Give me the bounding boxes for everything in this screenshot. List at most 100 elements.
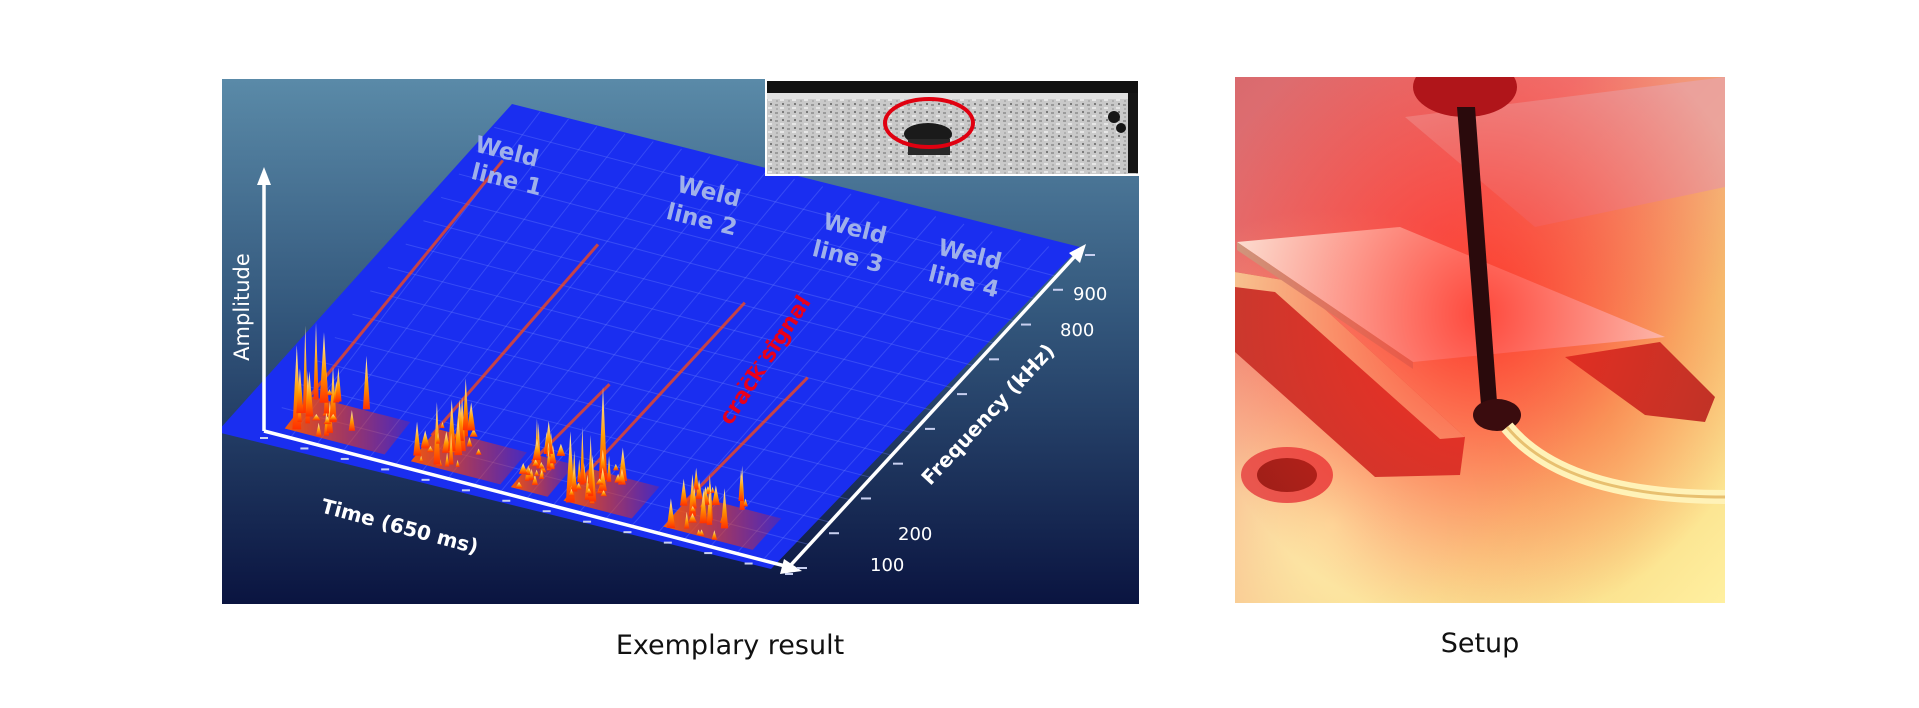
grid-line bbox=[342, 126, 598, 452]
time-tick bbox=[421, 478, 430, 481]
signal-spike bbox=[455, 459, 460, 467]
time-tick bbox=[502, 499, 511, 502]
signal-spike bbox=[711, 530, 718, 540]
frequency-axis-arrow bbox=[1069, 244, 1086, 263]
signal-group bbox=[284, 159, 809, 550]
signal-spike bbox=[549, 445, 557, 464]
signal-spike bbox=[599, 449, 607, 473]
signal-spike bbox=[469, 428, 478, 437]
grid-line bbox=[423, 220, 975, 367]
signal-spike bbox=[348, 410, 356, 431]
signal-spike bbox=[612, 463, 619, 471]
inset-top-band bbox=[767, 81, 1138, 93]
signal-spike bbox=[570, 465, 578, 492]
signal-spike bbox=[329, 367, 337, 423]
signal-spike bbox=[679, 478, 688, 506]
signal-spike bbox=[538, 462, 545, 469]
signal-spike bbox=[444, 452, 450, 467]
signal-spike bbox=[575, 482, 582, 490]
signal-spike bbox=[462, 378, 469, 431]
signal-spike bbox=[598, 467, 607, 491]
signal-spike bbox=[600, 490, 607, 497]
caption-exemplary-result: Exemplary result bbox=[615, 630, 845, 661]
signal-spike bbox=[531, 474, 538, 486]
signal-spike bbox=[577, 459, 582, 483]
frequency-tick-mark bbox=[989, 358, 999, 361]
signal-ridge bbox=[684, 376, 809, 503]
inset-dot-1 bbox=[1108, 111, 1120, 123]
signal-spike bbox=[335, 367, 342, 402]
signal-spike bbox=[710, 486, 715, 493]
time-tick bbox=[583, 520, 592, 523]
grid-line bbox=[476, 150, 1036, 300]
tiny-ticks bbox=[260, 254, 1095, 575]
frequency-tick-mark bbox=[1085, 254, 1095, 256]
grid-line bbox=[499, 171, 767, 493]
signal-spike bbox=[475, 448, 482, 455]
signal-spike bbox=[328, 413, 338, 421]
signal-spike bbox=[618, 447, 628, 482]
signal-spike bbox=[684, 511, 690, 529]
signal-spike bbox=[556, 443, 566, 456]
signal-spike bbox=[319, 332, 329, 403]
frequency-tick-100: 100 bbox=[870, 555, 904, 576]
grid-line bbox=[317, 360, 851, 501]
grid-line bbox=[441, 196, 995, 344]
spectrogram-figure: Amplitude Time (650 ms) Frequency (kHz) … bbox=[222, 79, 1139, 604]
time-tick bbox=[381, 468, 390, 471]
grid-line bbox=[604, 201, 880, 520]
grid-line bbox=[316, 118, 569, 445]
inset-image bbox=[765, 79, 1139, 176]
signal-spike bbox=[546, 449, 551, 469]
signal-spike bbox=[688, 513, 697, 523]
signal-spike bbox=[326, 389, 333, 396]
signal-spike bbox=[693, 467, 699, 490]
grid-line bbox=[762, 246, 1050, 561]
frequency-tick-mark bbox=[797, 567, 807, 569]
signal-spike bbox=[698, 529, 705, 536]
signal-spike bbox=[568, 488, 575, 497]
time-tick bbox=[663, 541, 672, 544]
grid-line bbox=[683, 223, 965, 541]
grid-line bbox=[473, 163, 739, 486]
signal-ridge bbox=[303, 159, 504, 404]
signal-spike bbox=[585, 488, 593, 495]
signal-spike bbox=[689, 505, 697, 513]
signal-spike bbox=[531, 459, 540, 467]
signal-spike bbox=[518, 463, 528, 474]
signal-spike bbox=[515, 481, 523, 488]
signal-spike bbox=[323, 416, 332, 425]
signal-spike bbox=[695, 479, 703, 499]
frequency-axis-line bbox=[787, 252, 1079, 569]
signal-spike bbox=[433, 401, 441, 465]
signal-spike bbox=[532, 438, 542, 461]
signal-spike bbox=[466, 437, 473, 447]
frequency-tick-200: 200 bbox=[898, 524, 932, 545]
signal-spike bbox=[529, 468, 535, 480]
signal-spike bbox=[296, 368, 304, 414]
signal-spike bbox=[440, 421, 445, 429]
inset-top-edge bbox=[767, 93, 1138, 99]
inset-defect-circle bbox=[883, 97, 975, 149]
signal-spike bbox=[538, 470, 545, 480]
signal-spike bbox=[467, 402, 476, 431]
grid-line bbox=[447, 156, 711, 479]
signal-spike bbox=[614, 473, 622, 483]
time-tick bbox=[542, 510, 551, 513]
amplitude-axis-arrow bbox=[257, 167, 271, 185]
signal-spike bbox=[699, 488, 708, 524]
grid-line bbox=[736, 238, 1021, 554]
signal-spike bbox=[534, 469, 539, 476]
signal-spike bbox=[588, 434, 594, 497]
spectrogram-svg: Amplitude Time (650 ms) Frequency (kHz) … bbox=[222, 79, 1139, 604]
setup-svg bbox=[1235, 77, 1725, 603]
grid-line bbox=[657, 216, 937, 534]
inset-dot-2 bbox=[1116, 123, 1126, 133]
signal-spike bbox=[598, 386, 608, 480]
grid-line bbox=[631, 208, 908, 527]
signal-spike bbox=[606, 455, 612, 482]
signal-spike bbox=[420, 430, 430, 448]
caption-setup: Setup bbox=[1440, 628, 1520, 659]
grid-line bbox=[394, 141, 654, 466]
signal-spike bbox=[692, 487, 697, 509]
